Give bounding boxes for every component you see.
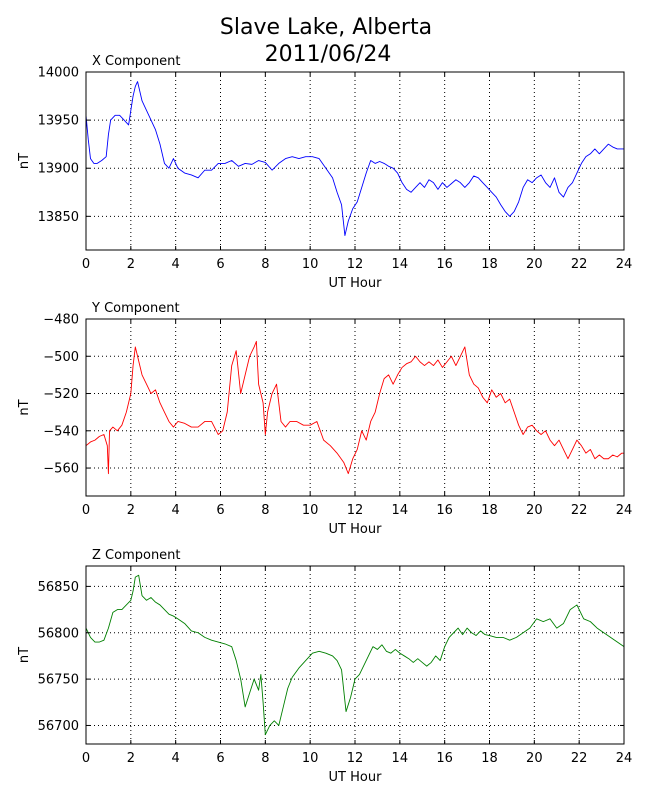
z-component-xtick-label: 14 bbox=[392, 751, 409, 766]
y-component-xlabel: UT Hour bbox=[329, 522, 383, 537]
z-component-series-line bbox=[85, 574, 625, 736]
y-component-xtick-label: 14 bbox=[392, 503, 409, 518]
figure-title-line1: Slave Lake, Alberta bbox=[220, 15, 432, 40]
x-component-series-line bbox=[85, 81, 624, 237]
y-component-ytick-label: −560 bbox=[43, 462, 79, 477]
x-component-ytick-label: 14000 bbox=[38, 66, 79, 81]
x-component-ytick-label: 13850 bbox=[38, 210, 79, 225]
z-component-xtick-label: 0 bbox=[82, 751, 90, 766]
z-component-title: Z Component bbox=[92, 548, 181, 563]
x-component-xtick-label: 12 bbox=[347, 257, 364, 272]
y-component-ytick-label: −480 bbox=[43, 313, 79, 328]
figure-title-line2: 2011/06/24 bbox=[265, 42, 392, 67]
z-component-xtick-label: 24 bbox=[616, 751, 633, 766]
z-component-xtick-label: 2 bbox=[127, 751, 135, 766]
y-component-ylabel: nT bbox=[17, 399, 32, 415]
y-component-xtick-label: 0 bbox=[82, 503, 90, 518]
z-component-xtick-label: 18 bbox=[481, 751, 498, 766]
x-component-xtick-label: 22 bbox=[571, 257, 588, 272]
y-component-xtick-label: 20 bbox=[526, 503, 543, 518]
x-component-xtick-label: 6 bbox=[216, 257, 224, 272]
x-component-title: X Component bbox=[92, 54, 181, 69]
x-component-ytick-label: 13950 bbox=[38, 114, 79, 129]
y-component-xtick-label: 18 bbox=[481, 503, 498, 518]
z-component-xtick-label: 12 bbox=[347, 751, 364, 766]
z-component-ytick-label: 56800 bbox=[38, 626, 79, 641]
z-component-xtick-label: 8 bbox=[261, 751, 269, 766]
y-component-title: Y Component bbox=[91, 301, 180, 316]
y-component-panel: 0 2 4 6 8 10 12 14 16 18 20 22 24−560−540−520−500−48… bbox=[17, 301, 632, 537]
x-component-xtick-label: 18 bbox=[481, 257, 498, 272]
y-component-series-line bbox=[85, 340, 624, 475]
y-component-xtick-label: 24 bbox=[616, 503, 633, 518]
y-component-xtick-label: 2 bbox=[127, 503, 135, 518]
chart-panels: 0 2 4 6 8 10 12 14 16 18 20 22 241385013900139501400… bbox=[17, 54, 632, 785]
z-component-ytick-label: 56700 bbox=[38, 719, 79, 734]
z-component-xtick-label: 4 bbox=[172, 751, 180, 766]
y-component-xtick-label: 12 bbox=[347, 503, 364, 518]
z-component-panel: 0 2 4 6 8 10 12 14 16 18 20 22 245670056750568005685… bbox=[17, 548, 632, 785]
y-component-xtick-label: 4 bbox=[172, 503, 180, 518]
z-component-xtick-label: 10 bbox=[302, 751, 319, 766]
z-component-ytick-label: 56750 bbox=[38, 673, 79, 688]
z-component-xtick-label: 16 bbox=[436, 751, 453, 766]
z-component-xtick-label: 20 bbox=[526, 751, 543, 766]
y-component-ytick-label: −520 bbox=[43, 387, 79, 402]
y-component-ytick-label: −500 bbox=[43, 350, 79, 365]
z-component-xlabel: UT Hour bbox=[329, 770, 383, 785]
z-component-xtick-label: 6 bbox=[216, 751, 224, 766]
y-component-xtick-label: 8 bbox=[261, 503, 269, 518]
x-component-xtick-label: 8 bbox=[261, 257, 269, 272]
x-component-xtick-label: 10 bbox=[302, 257, 319, 272]
x-component-xtick-label: 4 bbox=[172, 257, 180, 272]
y-component-xtick-label: 22 bbox=[571, 503, 588, 518]
y-component-ytick-label: −540 bbox=[43, 424, 79, 439]
y-component-xtick-label: 10 bbox=[302, 503, 319, 518]
z-component-xtick-label: 22 bbox=[571, 751, 588, 766]
x-component-xtick-label: 0 bbox=[82, 257, 90, 272]
y-component-xtick-label: 16 bbox=[436, 503, 453, 518]
z-component-ylabel: nT bbox=[17, 647, 32, 663]
x-component-xtick-label: 14 bbox=[392, 257, 409, 272]
x-component-xtick-label: 24 bbox=[616, 257, 633, 272]
x-component-xtick-label: 16 bbox=[436, 257, 453, 272]
z-component-ytick-label: 56850 bbox=[38, 580, 79, 595]
x-component-xtick-label: 2 bbox=[127, 257, 135, 272]
x-component-xlabel: UT Hour bbox=[329, 276, 383, 291]
x-component-ytick-label: 13900 bbox=[38, 162, 79, 177]
x-component-ylabel: nT bbox=[17, 153, 32, 169]
x-component-xtick-label: 20 bbox=[526, 257, 543, 272]
y-component-xtick-label: 6 bbox=[216, 503, 224, 518]
x-component-panel: 0 2 4 6 8 10 12 14 16 18 20 22 241385013900139501400… bbox=[17, 54, 632, 291]
